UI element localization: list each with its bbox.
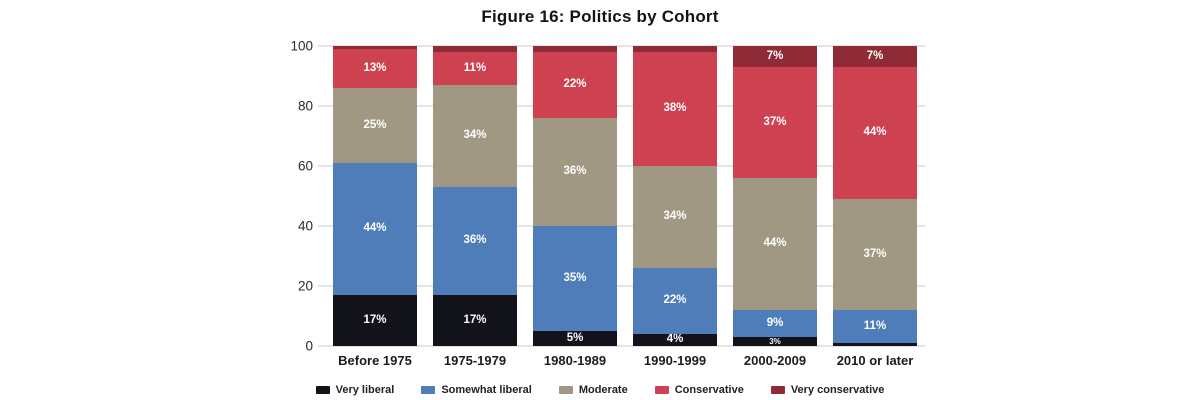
bar-segment: 44% xyxy=(833,67,917,199)
x-tick-label: 2000-2009 xyxy=(743,353,807,368)
segment-value-label: 11% xyxy=(863,319,887,332)
gridline xyxy=(318,45,925,47)
x-tick-label: 1990-1999 xyxy=(643,353,707,368)
bar-segment: 9% xyxy=(733,310,817,337)
y-tick-label: 0 xyxy=(305,338,313,354)
segment-value-label: 36% xyxy=(563,165,587,178)
bar-segment: 4% xyxy=(633,334,717,346)
bar-segment: 44% xyxy=(733,178,817,310)
segment-value-label: 4% xyxy=(666,334,684,346)
chart-title: Figure 16: Politics by Cohort xyxy=(481,7,719,26)
segment-value-label: 44% xyxy=(863,126,887,139)
x-tick-label: Before 1975 xyxy=(338,353,412,368)
segment-value-label: 7% xyxy=(766,49,784,62)
bar-segment: 38% xyxy=(633,52,717,166)
segment-value-label: 37% xyxy=(863,247,887,260)
segment-value-label: 11% xyxy=(463,61,487,74)
segment-value-label: 44% xyxy=(363,222,387,235)
bar-segment: 35% xyxy=(533,226,617,331)
gridline xyxy=(318,165,925,167)
bar-segment: 5% xyxy=(533,331,617,346)
legend-item: Somewhat liberal xyxy=(421,384,532,396)
gridline xyxy=(318,285,925,287)
segment-value-label: 37% xyxy=(763,115,787,128)
legend-label: Conservative xyxy=(674,384,744,396)
legend-item: Moderate xyxy=(558,384,628,396)
bar-segment: 11% xyxy=(833,310,917,343)
legend-item: Very liberal xyxy=(315,384,395,396)
bar-segment: 44% xyxy=(333,163,417,295)
bar-segment: 17% xyxy=(333,295,417,346)
segment-value-label: 36% xyxy=(463,234,487,247)
x-tick-label: 2010 or later xyxy=(836,353,914,368)
legend-item: Very conservative xyxy=(770,384,885,396)
bar-segment: 3% xyxy=(733,337,817,346)
bar-segment: 37% xyxy=(833,199,917,310)
segment-value-label: 17% xyxy=(463,313,487,326)
x-tick-label: 1975-1979 xyxy=(443,353,507,368)
bar-segment xyxy=(533,46,617,52)
plot-area: 17% 44% 25% 13% Before 1975 17% 36% 34% 11% 1975-… xyxy=(318,45,925,368)
y-tick-label: 100 xyxy=(290,38,313,54)
bar-segment xyxy=(333,46,417,49)
bar-segment: 36% xyxy=(433,187,517,295)
legend-swatch xyxy=(770,386,785,394)
segment-value-label: 7% xyxy=(866,49,884,62)
bar-segment: 13% xyxy=(333,49,417,88)
bar-segment: 22% xyxy=(533,52,617,118)
segment-value-label: 5% xyxy=(566,331,584,344)
bar-segment: 25% xyxy=(333,88,417,163)
y-tick-label: 20 xyxy=(297,278,313,294)
bar-segment: 36% xyxy=(533,118,617,226)
bar-segment: 17% xyxy=(433,295,517,346)
bar-segment xyxy=(633,46,717,52)
bar-segment: 37% xyxy=(733,67,817,178)
segment-value-label: 25% xyxy=(363,118,387,131)
y-axis: 0 20 40 60 80 100 xyxy=(0,39,313,354)
y-tick-label: 80 xyxy=(297,98,313,114)
legend: Very liberal Somewhat liberal Moderate Cons… xyxy=(0,382,1200,398)
segment-value-label: 44% xyxy=(763,237,787,250)
legend-swatch xyxy=(558,386,573,394)
bar-segment xyxy=(833,343,917,346)
y-tick-label: 60 xyxy=(297,158,313,174)
gridline xyxy=(318,105,925,107)
legend-swatch xyxy=(421,386,436,394)
gridline xyxy=(318,345,925,347)
segment-value-label: 13% xyxy=(363,61,387,74)
legend-item: Conservative xyxy=(654,384,744,396)
legend-label: Moderate xyxy=(578,384,628,396)
bar-segment: 22% xyxy=(633,268,717,334)
x-tick-label: 1980-1989 xyxy=(543,353,607,368)
legend-label: Somewhat liberal xyxy=(441,384,532,396)
segment-value-label: 38% xyxy=(663,102,687,115)
bar-segment: 7% xyxy=(733,46,817,67)
legend-label: Very liberal xyxy=(335,384,395,396)
segment-value-label: 22% xyxy=(663,294,687,307)
bar-segment: 7% xyxy=(833,46,917,67)
segment-value-label: 22% xyxy=(563,78,587,91)
legend-swatch xyxy=(654,386,669,394)
segment-value-label: 3% xyxy=(769,337,781,346)
segment-value-label: 9% xyxy=(766,316,784,329)
bar-segment xyxy=(433,46,517,52)
bar-segment: 34% xyxy=(633,166,717,268)
legend-label: Very conservative xyxy=(790,384,885,396)
bar-segment: 34% xyxy=(433,85,517,187)
bar-segment: 11% xyxy=(433,52,517,85)
legend-swatch xyxy=(315,386,330,394)
segment-value-label: 35% xyxy=(563,271,587,284)
segment-value-label: 34% xyxy=(463,129,487,142)
y-tick-label: 40 xyxy=(297,218,313,234)
segment-value-label: 34% xyxy=(663,210,687,223)
gridline xyxy=(318,225,925,227)
segment-value-label: 17% xyxy=(363,313,387,326)
